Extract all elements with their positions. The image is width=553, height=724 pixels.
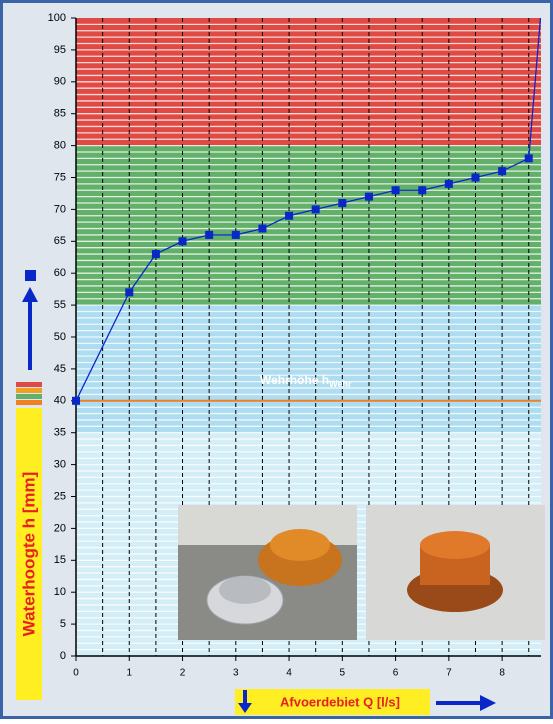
annotation-subscript: Wehr [329,379,352,389]
data-point [205,230,214,239]
y-tick-label: 25 [54,490,66,502]
y-tick-label: 85 [54,108,66,120]
y-tick-label: 0 [60,650,66,662]
photo [178,505,357,640]
y-tick-label: 45 [54,363,66,375]
y-tick-label: 65 [54,235,66,247]
y-tick-label: 10 [54,586,66,598]
photo [366,505,545,640]
y-tick-label: 40 [54,395,66,407]
right-arrow-head [480,695,496,711]
down-arrow-head [238,703,252,713]
y-tick-label: 35 [54,427,66,439]
y-tick-label: 95 [54,44,66,56]
x-tick-label: 3 [233,668,239,679]
x-tick-label: 2 [180,668,186,679]
y-tick-label: 30 [54,459,66,471]
y-tick-label: 60 [54,267,66,279]
y-tick-label: 100 [48,12,66,24]
data-point [418,186,427,195]
data-point [471,173,480,182]
data-point [125,288,134,297]
data-line [76,17,541,402]
x-tick-label: 8 [499,668,505,679]
y-tick-label: 50 [54,331,66,343]
color-stripe [16,382,42,387]
data-point [524,154,533,163]
data-point [498,167,507,176]
data-point [231,230,240,239]
legend-marker-icon [25,270,36,281]
color-stripe [16,388,42,393]
data-point [285,211,294,220]
y-tick-label: 70 [54,203,66,215]
color-stripe [16,394,42,399]
up-arrow-head [22,287,38,302]
data-point [444,179,453,188]
data-point [178,237,187,246]
x-tick-label: 6 [393,668,399,679]
data-point [72,396,80,405]
y-axis-label: Waterhoogte h [mm] [19,472,38,637]
data-point [258,224,267,233]
data-point [338,199,347,208]
data-point [151,250,160,259]
annotation-text: Wehrhöhe h [260,373,329,387]
zone-band [76,145,541,306]
y-label-box [16,408,42,700]
x-tick-label: 5 [340,668,346,679]
y-tick-label: 90 [54,76,66,88]
x-tick-label: 4 [286,668,292,679]
y-tick-label: 55 [54,299,66,311]
x-tick-label: 1 [126,668,132,679]
y-tick-label: 80 [54,140,66,152]
y-tick-label: 75 [54,171,66,183]
x-tick-label: 7 [446,668,452,679]
x-axis-label: Afvoerdebiet Q [l/s] [280,694,400,709]
data-point [311,205,320,214]
color-stripe [16,400,42,405]
x-tick-label: 0 [73,668,79,679]
y-tick-label: 5 [60,618,66,630]
annotation-label: Wehrhöhe hWehr [260,373,352,389]
y-tick-label: 15 [54,554,66,566]
data-point [391,186,400,195]
y-tick-label: 20 [54,522,66,534]
x-label-box [235,689,430,715]
data-point [364,192,373,201]
